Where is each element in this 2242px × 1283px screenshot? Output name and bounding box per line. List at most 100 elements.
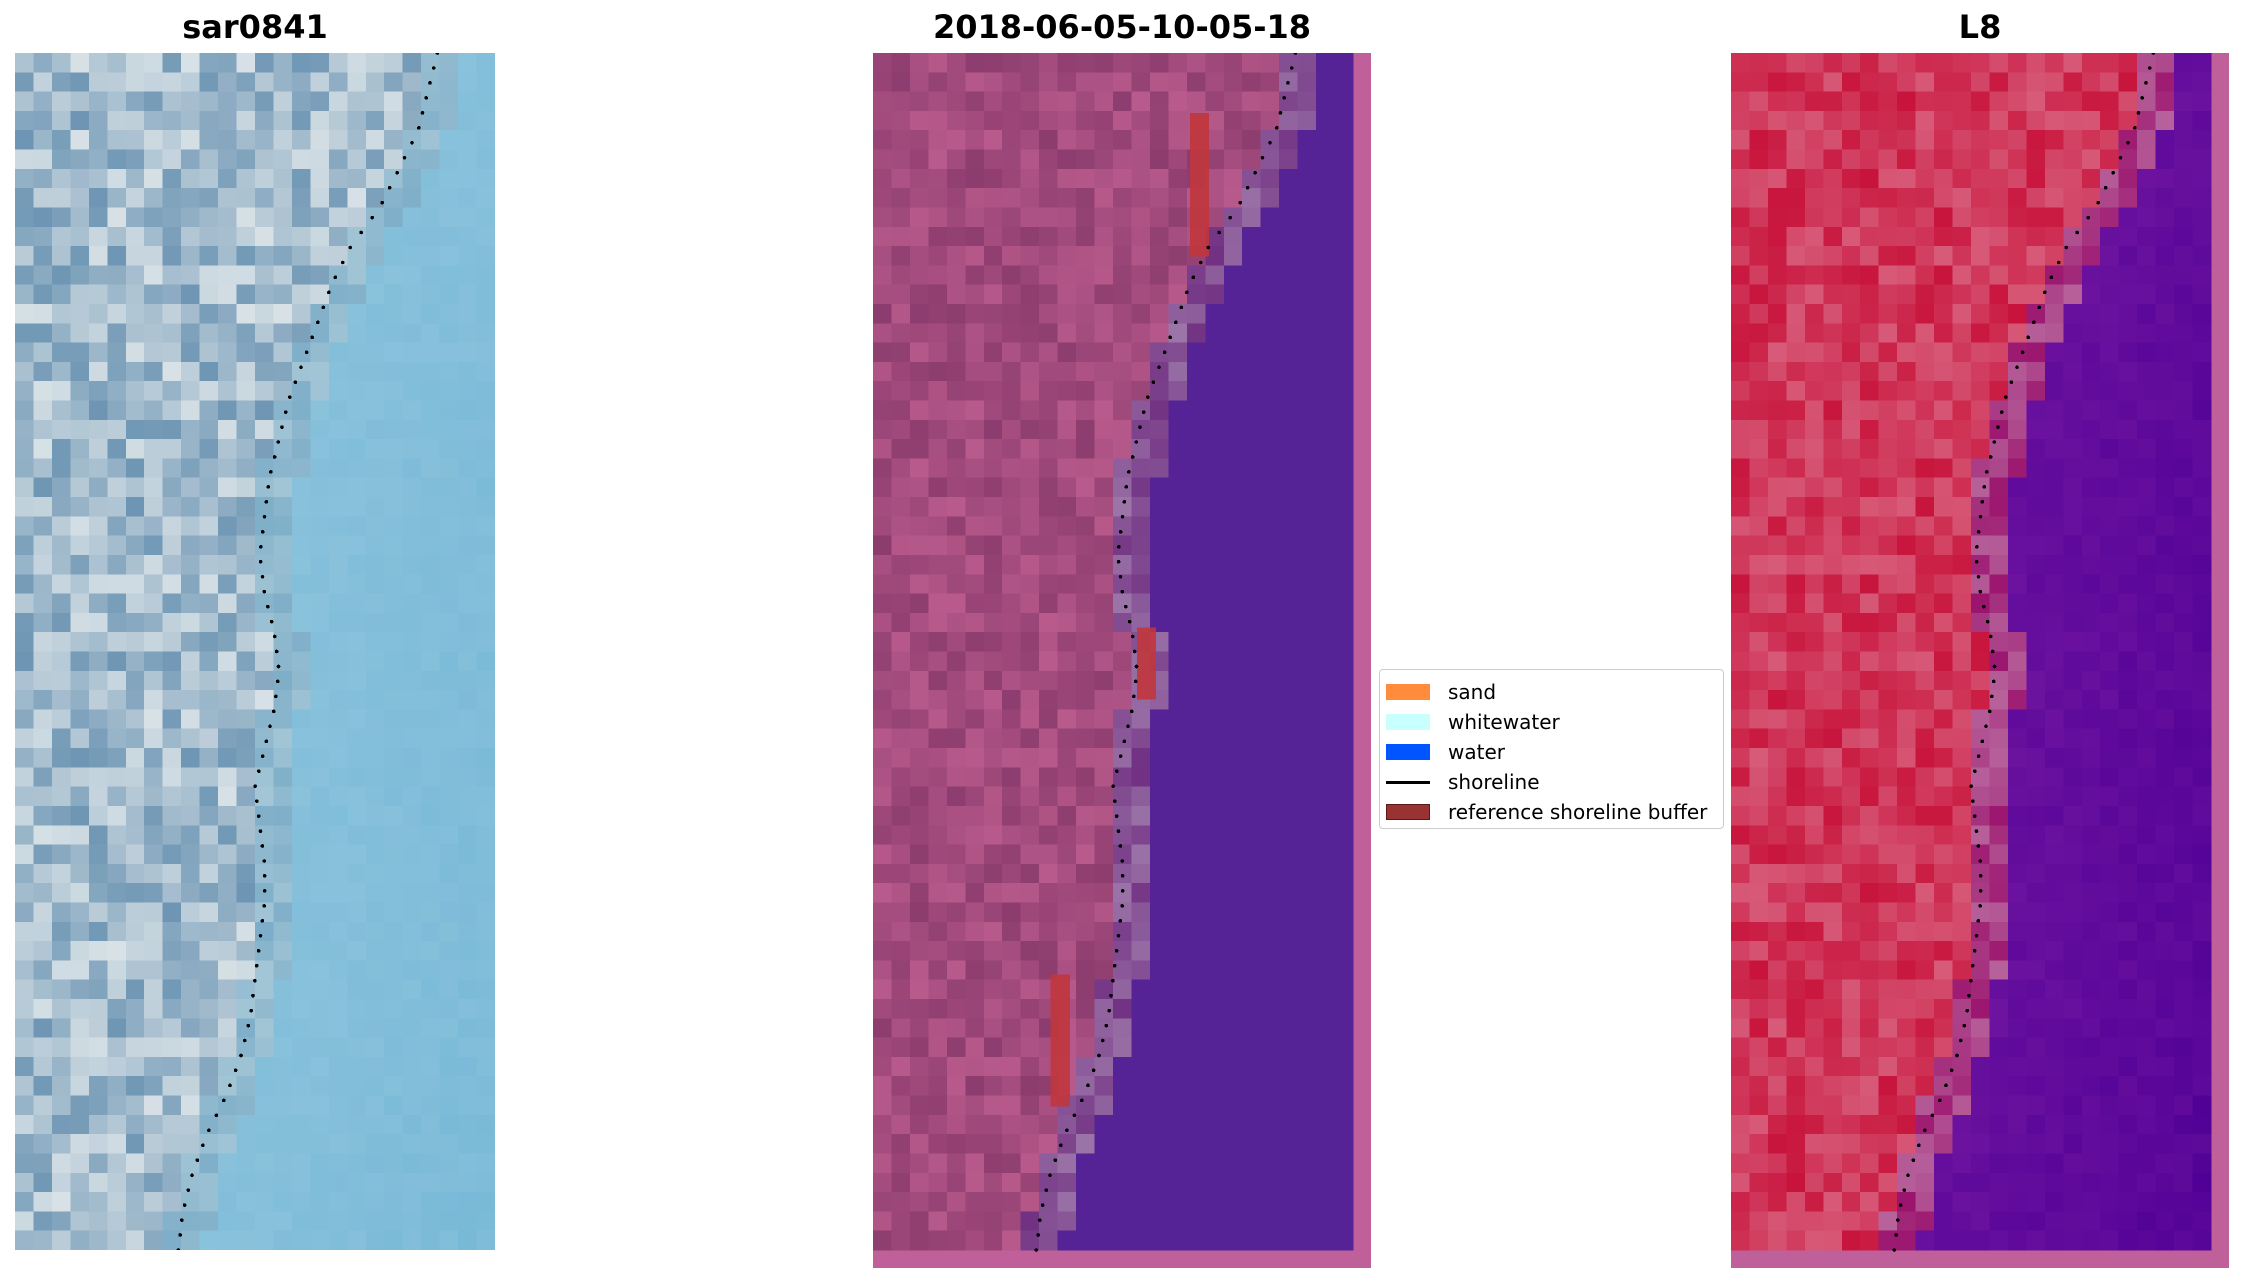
shoreline-point: [1902, 1188, 1907, 1192]
shoreline-point: [435, 53, 440, 55]
shoreline-point: [274, 694, 278, 699]
legend-label: sand: [1448, 680, 1497, 704]
shoreline-point: [1118, 530, 1123, 534]
shoreline-point: [2037, 305, 2042, 310]
shoreline-point: [1157, 365, 1161, 370]
shoreline-point: [259, 545, 263, 549]
shoreline-point: [262, 904, 266, 908]
legend-item-reference-buffer: reference shoreline buffer: [1386, 797, 1717, 827]
shoreline-point: [1923, 1128, 1927, 1133]
shoreline-point: [1969, 784, 1973, 788]
shoreline-point: [2004, 395, 2008, 399]
shoreline-point: [1097, 1053, 1101, 1058]
shoreline-point: [1238, 200, 1242, 205]
shoreline-point: [2009, 380, 2014, 385]
shoreline-point: [1129, 709, 1134, 714]
shoreline-point: [1120, 589, 1125, 594]
shoreline-point: [190, 1173, 194, 1177]
shoreline-point: [228, 1083, 232, 1088]
shoreline-point: [1944, 1083, 1948, 1088]
shoreline-point: [1278, 111, 1283, 115]
shoreline-point: [276, 664, 281, 669]
shoreline-point: [253, 978, 257, 983]
shoreline-point: [1970, 963, 1975, 968]
shoreline-point: [359, 230, 363, 235]
shoreline-point: [1955, 1053, 1959, 1058]
shoreline-point: [254, 963, 259, 968]
sand-swatch: [1386, 684, 1430, 700]
shoreline-point: [1969, 978, 1973, 983]
legend-label: water: [1448, 740, 1505, 764]
shoreline-point: [1990, 649, 1995, 654]
shoreline-point: [1130, 455, 1135, 459]
shoreline-point: [1053, 1158, 1058, 1162]
shoreline-point: [1985, 619, 1990, 624]
shoreline-point: [1980, 500, 1985, 504]
shoreline-point: [201, 1143, 205, 1148]
shoreline-point: [2032, 320, 2036, 325]
shoreline-point: [246, 1023, 251, 1028]
shoreline-point: [271, 709, 276, 714]
shoreline-point: [180, 1218, 184, 1222]
shoreline-point: [262, 589, 267, 594]
shoreline-point: [1260, 155, 1265, 160]
shoreline-point: [1141, 410, 1146, 414]
shoreline-point: [316, 320, 320, 325]
shoreline-point: [1127, 470, 1131, 474]
shoreline-point: [260, 754, 265, 758]
shoreline-point: [431, 66, 436, 70]
shoreline-point: [1116, 829, 1121, 833]
shoreline-point: [1118, 919, 1123, 923]
shoreline-point: [310, 335, 315, 340]
shoreline-point: [1036, 1233, 1040, 1237]
shoreline-point: [2126, 141, 2130, 145]
shoreline-point: [1048, 1173, 1052, 1177]
shoreline-point: [1044, 1188, 1049, 1192]
shoreline-point: [251, 993, 255, 998]
shoreline-point: [2064, 245, 2069, 250]
shoreline-point: [1974, 934, 1979, 938]
shoreline-point: [262, 859, 266, 863]
shoreline-point: [370, 215, 375, 220]
shoreline-point: [293, 380, 298, 385]
shoreline-point: [1122, 500, 1127, 504]
shoreline-point: [1124, 485, 1129, 489]
shoreline-point: [1930, 1113, 1935, 1118]
shoreline-point: [327, 290, 331, 295]
shoreline-point: [1996, 425, 2000, 429]
shoreline-point: [2057, 260, 2061, 265]
legend-label: shoreline: [1448, 770, 1540, 794]
shoreline-point: [1134, 440, 1139, 444]
shoreline-point: [1894, 1233, 1898, 1237]
reference-buffer-patch: [1189, 112, 1209, 257]
shoreline-point: [1898, 1203, 1903, 1207]
shoreline-point: [1293, 53, 1298, 55]
shoreline-point: [1120, 515, 1125, 519]
shoreline-point: [1112, 963, 1117, 968]
shoreline-point: [1976, 919, 1981, 923]
shoreline-point: [395, 170, 399, 175]
shoreline-point: [1116, 559, 1121, 564]
classified-image: [873, 53, 1371, 1268]
shoreline-point: [272, 455, 277, 459]
shoreline-point: [260, 530, 265, 534]
shoreline-point: [288, 395, 292, 399]
shoreline-point: [2020, 350, 2025, 355]
shoreline-point: [1988, 634, 1993, 639]
shoreline-point: [2118, 155, 2123, 160]
shoreline-point: [276, 440, 281, 444]
shoreline-point: [1974, 829, 1979, 833]
shoreline-point: [258, 829, 263, 833]
shoreline-point: [266, 485, 271, 489]
shoreline-point: [258, 934, 263, 938]
shoreline-point: [1132, 649, 1137, 654]
shoreline-point: [1134, 664, 1139, 669]
shoreline-point: [1976, 530, 1981, 534]
shoreline-point: [1080, 1098, 1084, 1103]
shoreline-point: [1987, 709, 1992, 714]
shoreline-point: [260, 574, 265, 579]
shoreline-point: [1980, 739, 1985, 744]
shoreline-point: [182, 1203, 187, 1207]
shoreline-point: [1982, 604, 1986, 609]
shoreline-point: [1958, 1038, 1963, 1043]
